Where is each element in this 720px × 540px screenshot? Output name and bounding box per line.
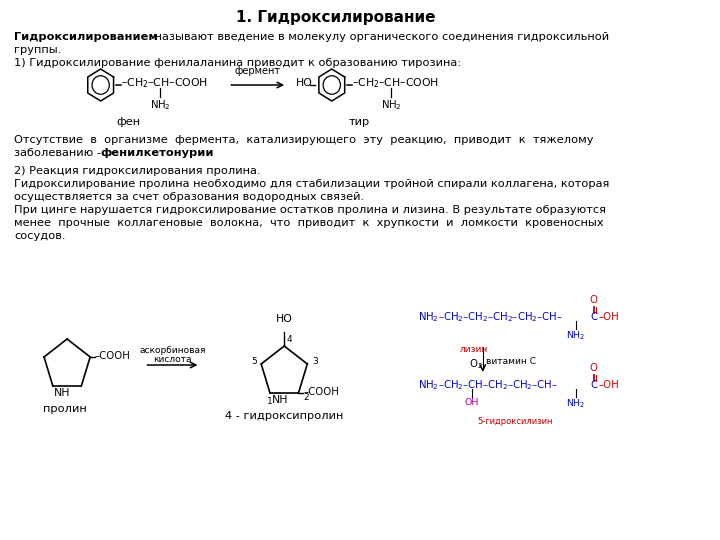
Text: NH$_2$: NH$_2$: [418, 310, 438, 324]
Text: NH$_2$: NH$_2$: [418, 378, 438, 392]
Text: 5: 5: [251, 357, 256, 367]
Text: Гидроксилирование пролина необходимо для стабилизации тройной спирали коллагена,: Гидроксилирование пролина необходимо для…: [14, 179, 609, 189]
Text: C: C: [591, 312, 598, 322]
Text: C: C: [591, 380, 598, 390]
Text: аскорбиновая: аскорбиновая: [139, 346, 206, 355]
Text: NH: NH: [272, 395, 289, 405]
Text: –COOH: –COOH: [303, 387, 339, 397]
Text: фермент: фермент: [235, 66, 281, 76]
Text: NH$_2$: NH$_2$: [381, 98, 402, 112]
Text: 2: 2: [303, 393, 309, 402]
Text: 2) Реакция гидроксилирования пролина.: 2) Реакция гидроксилирования пролина.: [14, 166, 261, 176]
Text: Гидроксилированием: Гидроксилированием: [14, 32, 158, 42]
Text: Отсутствие  в  организме  фермента,  катализирующего  эту  реакцию,  приводит  к: Отсутствие в организме фермента, катализ…: [14, 135, 593, 145]
Text: При цинге нарушается гидроксилирование остатков пролина и лизина. В результате о: При цинге нарушается гидроксилирование о…: [14, 205, 606, 215]
Text: заболеванию -: заболеванию -: [14, 148, 104, 158]
Text: –CH$_2$–CH–CH$_2$–CH$_2$–CH–: –CH$_2$–CH–CH$_2$–CH$_2$–CH–: [438, 378, 558, 392]
Text: O$_2$: O$_2$: [469, 357, 482, 371]
Text: OH: OH: [464, 398, 479, 407]
Text: фенилкетонурии: фенилкетонурии: [101, 148, 214, 158]
Text: NH$_2$: NH$_2$: [150, 98, 171, 112]
Text: HO: HO: [297, 78, 313, 89]
Text: фен: фен: [117, 117, 140, 127]
Text: NH$_2$: NH$_2$: [566, 398, 585, 410]
Text: 1. Гидроксилирование: 1. Гидроксилирование: [235, 10, 436, 25]
Text: лизин: лизин: [459, 345, 487, 354]
Text: –OH: –OH: [598, 312, 619, 322]
Text: менее  прочные  коллагеновые  волокна,  что  приводит  к  хрупкости  и  ломкости: менее прочные коллагеновые волокна, что …: [14, 218, 603, 228]
Text: пролин: пролин: [43, 404, 87, 414]
Text: кислота: кислота: [153, 355, 192, 364]
Text: осуществляется за счет образования водородных связей.: осуществляется за счет образования водор…: [14, 192, 364, 202]
Text: называют введение в молекулу органического соединения гидроксильной: называют введение в молекулу органическо…: [151, 32, 609, 42]
Text: витамин С: витамин С: [485, 357, 536, 366]
Text: NH$_2$: NH$_2$: [566, 330, 585, 342]
Text: сосудов.: сосудов.: [14, 231, 66, 241]
Text: HO: HO: [276, 314, 293, 324]
Text: 4: 4: [286, 335, 292, 345]
Text: 5-гидроксилизин: 5-гидроксилизин: [477, 417, 553, 426]
Text: –CH$_2$–CH$_2$–CH$_2$–CH$_2$–CH–: –CH$_2$–CH$_2$–CH$_2$–CH$_2$–CH–: [438, 310, 563, 324]
Text: –COOH: –COOH: [95, 351, 130, 361]
Text: группы.: группы.: [14, 45, 61, 55]
Text: тир: тир: [349, 117, 370, 127]
Text: –CH$_2$–CH–COOH: –CH$_2$–CH–COOH: [121, 77, 208, 90]
Text: 1) Гидроксилирование фенилаланина приводит к образованию тирозина:: 1) Гидроксилирование фенилаланина привод…: [14, 58, 461, 68]
Text: O: O: [590, 363, 598, 373]
Text: 3: 3: [312, 357, 318, 367]
Text: 4 - гидроксипролин: 4 - гидроксипролин: [225, 411, 343, 421]
Text: O: O: [590, 295, 598, 305]
Text: –CH$_2$–CH–COOH: –CH$_2$–CH–COOH: [352, 77, 439, 90]
Text: NH: NH: [54, 388, 71, 398]
Text: 1: 1: [267, 396, 273, 406]
Text: –OH: –OH: [598, 380, 619, 390]
Text: .: .: [193, 148, 197, 158]
